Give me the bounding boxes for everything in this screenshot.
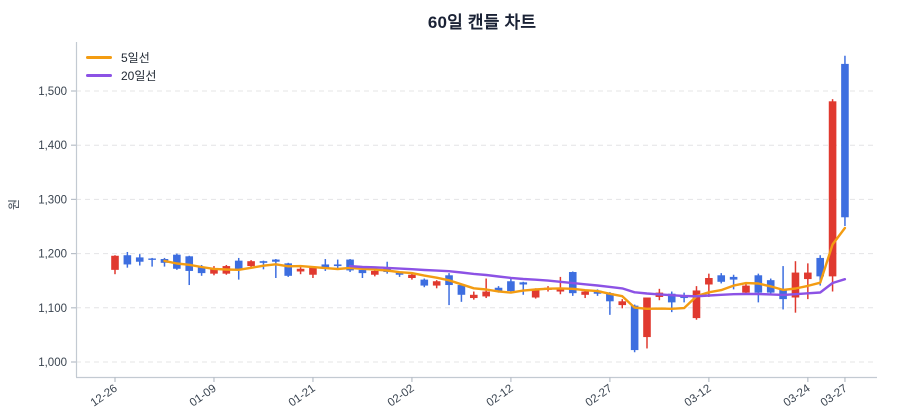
candle-body-30 [482,291,490,297]
candle-body-41 [618,301,627,306]
candle-body-42 [630,305,639,351]
candle-body-18 [333,264,342,267]
chart-title: 60일 캔들 차트 [427,13,537,32]
candle-body-57 [816,257,825,277]
candle-body-16 [309,266,317,275]
candle-body-17 [321,264,330,268]
candle-body-3 [148,258,156,260]
ma20-legend-label: 20일선 [121,68,157,83]
x-tick-label-02-27: 02-27 [584,383,615,410]
candle-body-33 [519,282,528,285]
candle-body-11 [247,261,255,267]
candle-body-21 [371,270,379,275]
legend-item-ma20: 20일선 [86,66,156,84]
candle-body-25 [420,279,429,286]
candle-body-0 [111,255,119,270]
candle-body-10 [234,260,243,270]
ma-5-line [163,226,847,310]
ma20-legend-swatch [86,73,112,77]
candle-body-56 [804,272,812,280]
x-tick-label-12-26: 12-26 [89,383,120,410]
candle-body-31 [494,287,503,291]
y-tick-label-1200: 1,200 [38,249,67,261]
candle-body-15 [296,268,305,272]
y-tick-label-1400: 1,400 [38,140,67,152]
y-tick-label-1300: 1,300 [38,194,67,206]
candle-body-43 [643,297,651,338]
candle-body-58 [828,101,837,277]
x-tick-label-02-02: 02-02 [386,383,417,410]
candle-body-32 [507,281,515,291]
candle-body-26 [432,281,441,286]
candle-body-36 [556,289,565,292]
candle-body-50 [729,276,738,280]
candle-body-7 [197,266,206,274]
x-tick-label-02-12: 02-12 [485,383,516,410]
ma5-legend-swatch [86,55,112,59]
x-tick-label-03-12: 03-12 [683,383,714,410]
candle-body-5 [173,254,181,269]
candle-body-51 [742,285,750,293]
candle-body-49 [717,275,726,282]
candle-body-28 [457,285,466,295]
x-tick-label-01-09: 01-09 [188,383,219,410]
candle-body-48 [705,277,713,285]
ma5-legend-label: 5일선 [121,50,150,65]
candle-body-59 [841,63,849,218]
candle-body-45 [667,293,676,303]
legend: 5일선 20일선 [86,48,156,84]
candle-body-24 [408,274,416,278]
candle-body-12 [259,261,268,263]
y-tick-label-1500: 1,500 [38,86,67,98]
x-tick-label-03-27: 03-27 [819,383,850,410]
x-tick-label-03-24: 03-24 [782,382,813,409]
ma-20-line [348,264,847,298]
candle-body-1 [123,255,132,265]
candle-body-20 [358,269,367,274]
candle-body-34 [531,289,540,298]
candle-body-38 [581,291,589,295]
candle-body-47 [692,290,701,319]
candle-body-2 [135,257,144,262]
y-tick-label-1000: 1,000 [38,357,67,369]
legend-item-ma5: 5일선 [86,48,156,66]
candle-body-40 [606,293,614,302]
candle-body-29 [469,294,478,299]
candle-body-23 [395,272,404,275]
candle-body-8 [210,268,218,274]
candle-body-55 [791,272,800,298]
candle-body-14 [284,263,293,276]
y-tick-label-1100: 1,100 [38,303,67,315]
candle-body-13 [272,259,280,262]
x-tick-label-01-21: 01-21 [287,383,318,410]
